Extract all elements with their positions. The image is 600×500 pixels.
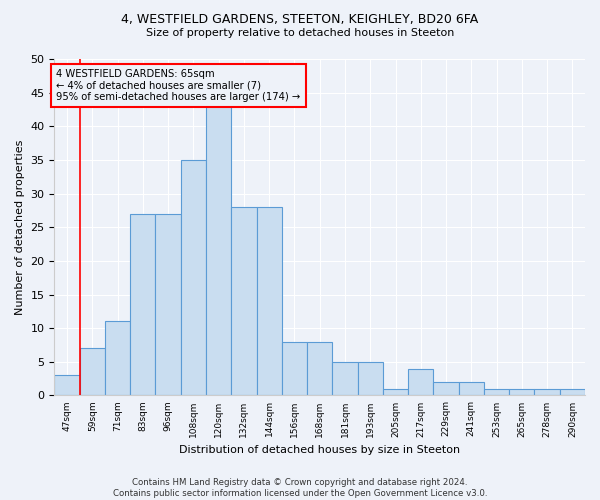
Bar — [433, 382, 458, 396]
Bar — [155, 214, 181, 396]
Bar — [383, 388, 408, 396]
Bar — [458, 382, 484, 396]
Y-axis label: Number of detached properties: Number of detached properties — [15, 140, 25, 315]
Bar — [484, 388, 509, 396]
Bar — [560, 388, 585, 396]
Bar — [535, 388, 560, 396]
Bar — [206, 106, 231, 396]
Text: Contains HM Land Registry data © Crown copyright and database right 2024.
Contai: Contains HM Land Registry data © Crown c… — [113, 478, 487, 498]
Bar — [55, 375, 80, 396]
Bar — [358, 362, 383, 396]
Bar — [509, 388, 535, 396]
Text: 4, WESTFIELD GARDENS, STEETON, KEIGHLEY, BD20 6FA: 4, WESTFIELD GARDENS, STEETON, KEIGHLEY,… — [121, 12, 479, 26]
Text: 4 WESTFIELD GARDENS: 65sqm
← 4% of detached houses are smaller (7)
95% of semi-d: 4 WESTFIELD GARDENS: 65sqm ← 4% of detac… — [56, 69, 301, 102]
Bar — [408, 368, 433, 396]
Bar — [282, 342, 307, 396]
Bar — [181, 160, 206, 396]
Bar — [80, 348, 105, 396]
Text: Size of property relative to detached houses in Steeton: Size of property relative to detached ho… — [146, 28, 454, 38]
Bar — [307, 342, 332, 396]
Bar — [231, 207, 257, 396]
Bar — [257, 207, 282, 396]
Bar — [332, 362, 358, 396]
X-axis label: Distribution of detached houses by size in Steeton: Distribution of detached houses by size … — [179, 445, 460, 455]
Bar — [130, 214, 155, 396]
Bar — [105, 322, 130, 396]
